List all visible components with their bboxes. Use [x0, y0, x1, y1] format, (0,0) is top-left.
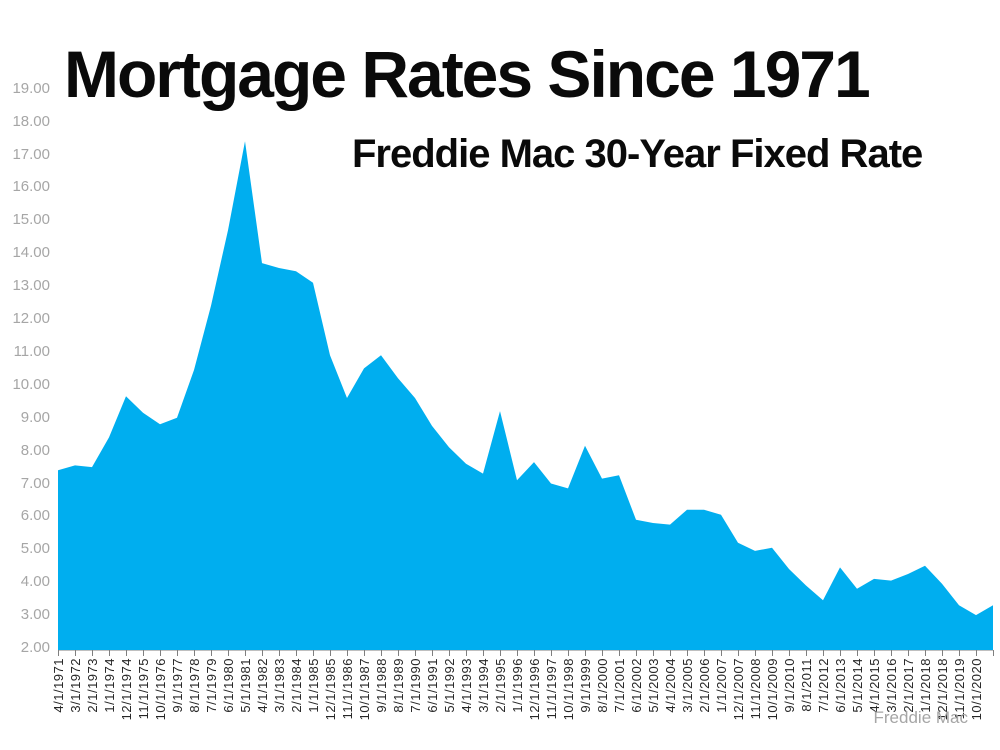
x-axis-label: 12/1/1996: [527, 658, 542, 721]
x-axis-label: 12/1/1974: [119, 658, 134, 721]
x-axis-label: 1/1/2007: [714, 658, 729, 713]
x-axis-label: 9/1/2010: [782, 658, 797, 713]
x-axis-label: 7/1/1990: [408, 658, 423, 713]
x-axis-label: 9/1/1977: [170, 658, 185, 713]
y-axis-label: 19.00: [12, 79, 50, 97]
x-axis-label: 2/1/2006: [697, 658, 712, 713]
x-axis-label: 10/1/1976: [153, 658, 168, 721]
x-axis-label: 7/1/2012: [816, 658, 831, 713]
x-axis-label: 5/1/1981: [238, 658, 253, 713]
x-axis-label: 8/1/2000: [595, 658, 610, 713]
y-axis-label: 3.00: [20, 606, 50, 624]
y-axis-label: 14.00: [12, 244, 50, 262]
x-axis-label: 3/1/1983: [272, 658, 287, 713]
x-axis-label: 5/1/2003: [646, 658, 661, 713]
x-axis-label: 7/1/2001: [612, 658, 627, 713]
x-axis-label: 5/1/2014: [850, 658, 865, 713]
y-axis-label: 8.00: [20, 441, 50, 459]
x-axis-label: 7/1/1979: [204, 658, 219, 713]
x-axis-label: 4/1/1993: [459, 658, 474, 713]
x-axis-label: 1/1/2018: [918, 658, 933, 713]
x-axis-label: 12/1/1985: [323, 658, 338, 721]
x-axis-label: 8/1/1978: [187, 658, 202, 713]
x-axis-label: 2/1/2017: [901, 658, 916, 713]
x-axis-label: 2/1/1984: [289, 658, 304, 713]
y-axis-label: 9.00: [20, 408, 50, 426]
x-axis-label: 10/1/2020: [969, 658, 984, 721]
y-axis-label: 10.00: [12, 375, 50, 393]
x-axis-label: 12/1/2007: [731, 658, 746, 721]
y-axis-label: 11.00: [13, 342, 50, 360]
chart-title: Mortgage Rates Since 1971: [64, 37, 871, 111]
y-axis-label: 17.00: [12, 145, 50, 163]
y-axis-label: 13.00: [12, 277, 50, 295]
x-axis-label: 8/1/1989: [391, 658, 406, 713]
y-axis-label: 6.00: [20, 507, 50, 525]
x-axis-label: 11/1/2008: [748, 658, 763, 720]
x-axis-label: 3/1/2005: [680, 658, 695, 713]
x-axis-label: 1/1/1974: [102, 658, 117, 713]
y-axis-label: 7.00: [20, 474, 50, 492]
x-axis-label: 8/1/2011: [799, 658, 814, 712]
x-axis-label: 6/1/2013: [833, 658, 848, 713]
x-axis-label: 3/1/2016: [884, 658, 899, 713]
x-axis-label: 4/1/2015: [867, 658, 882, 713]
y-axis-label: 5.00: [20, 540, 50, 558]
y-axis-label: 16.00: [12, 178, 50, 196]
y-axis-label: 4.00: [20, 573, 50, 591]
attribution-label: Freddie Mac: [873, 708, 968, 727]
x-axis-label: 2/1/1973: [85, 658, 100, 713]
x-axis-label: 11/1/1986: [340, 658, 355, 720]
x-axis-label: 6/1/2002: [629, 658, 644, 713]
rate-area-series: [58, 141, 993, 652]
x-axis-label: 9/1/1999: [578, 658, 593, 713]
x-axis-label: 5/1/1992: [442, 658, 457, 713]
y-axis-label: 18.00: [12, 112, 50, 130]
y-axis-label: 2.00: [20, 639, 50, 656]
x-axis-label: 11/1/1997: [544, 658, 559, 720]
x-axis-label: 10/1/1998: [561, 658, 576, 721]
x-axis-label: 11/1/1975: [136, 658, 151, 720]
x-axis-label: 9/1/1988: [374, 658, 389, 713]
y-axis-label: 15.00: [12, 211, 50, 229]
x-axis-label: 1/1/1996: [510, 658, 525, 713]
x-axis-label: 4/1/2004: [663, 658, 678, 713]
x-axis-label: 3/1/1994: [476, 658, 491, 713]
y-axis-label: 12.00: [12, 310, 50, 327]
x-axis-label: 2/1/1995: [493, 658, 508, 713]
x-axis-label: 6/1/1991: [425, 658, 440, 713]
chart-subtitle: Freddie Mac 30-Year Fixed Rate: [352, 132, 923, 176]
x-axis-label: 10/1/1987: [357, 658, 372, 721]
x-axis-label: 4/1/1982: [255, 658, 270, 713]
x-axis-label: 1/1/1985: [306, 658, 321, 713]
x-axis-label: 4/1/1971: [51, 658, 66, 713]
x-axis-label: 10/1/2009: [765, 658, 780, 721]
x-axis-label: 6/1/1980: [221, 658, 236, 713]
x-axis-label: 3/1/1972: [68, 658, 83, 713]
